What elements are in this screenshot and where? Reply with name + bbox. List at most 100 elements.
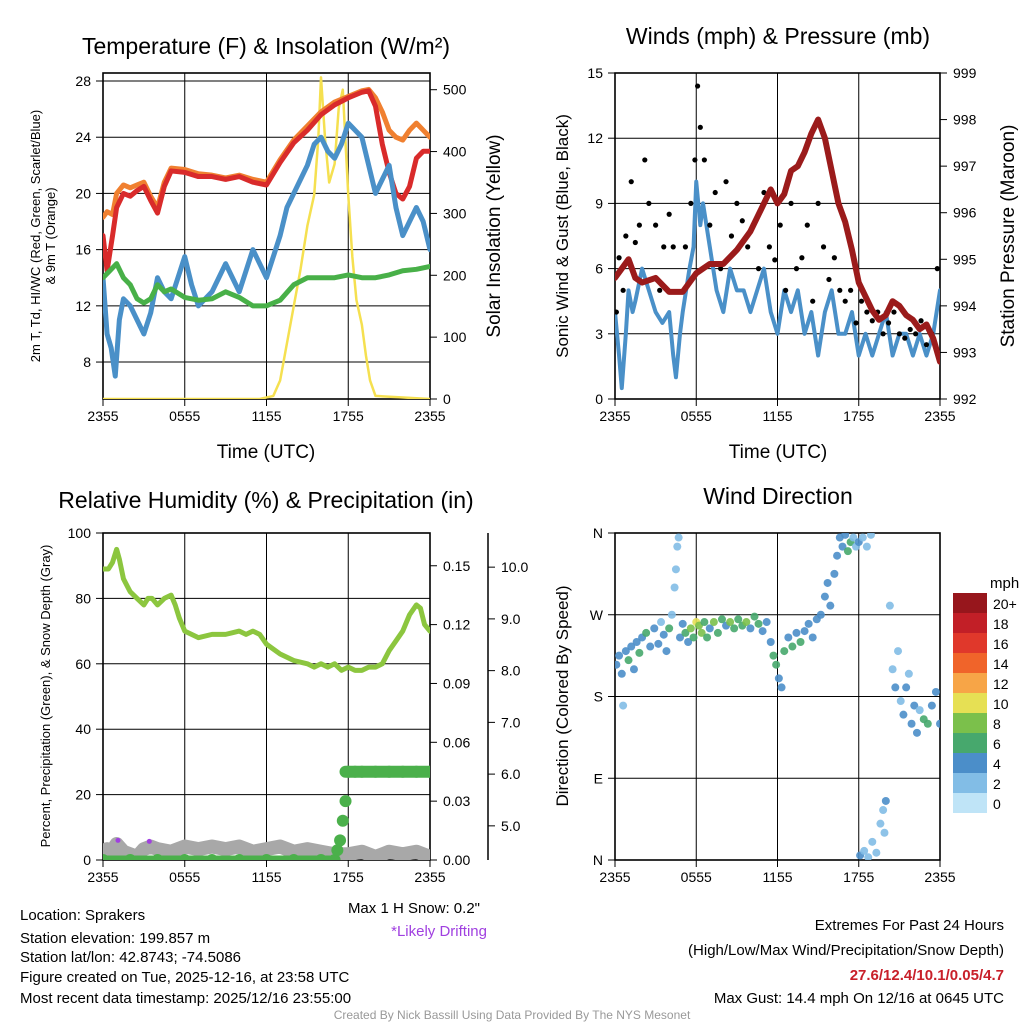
wind-direction-point [904,669,913,678]
wind-direction-point [800,627,809,636]
wind-direction-point [697,628,706,637]
gust-point [804,222,810,228]
wind-direction-point [772,660,781,669]
wind-direction-point [654,639,663,648]
wind-direction-point [915,706,924,715]
wind-direction-point [891,683,900,692]
wind-direction-point [617,669,626,678]
gust-point [697,124,703,130]
gust-point [766,244,772,250]
winddir-xtick-label: 2355 [924,869,955,885]
gust-point [755,266,762,272]
wind-direction-point [860,846,869,855]
wind-direction-point [667,610,676,619]
wind-xtick-label: 1755 [843,408,874,424]
gust-point [682,244,689,250]
winddir-ytick-label: S [594,689,603,705]
wind-direction-point [686,624,695,633]
temp-ytick-label: 28 [75,73,91,89]
wind-direction-point [816,610,825,619]
rh-chart-title: Relative Humidity (%) & Precipitation (i… [58,487,473,513]
wind-direction-point [758,627,767,636]
gust-point [692,157,698,163]
wind-direction-point [879,806,888,815]
wind-direction-point [615,660,621,669]
precip-axis-tick-label: 0.15 [443,558,470,574]
max-gust-text: Max Gust: 14.4 mph On 12/16 at 0645 UTC [714,990,1004,1007]
pressure-axis-tick-label: 999 [953,65,977,81]
gust-point [728,233,735,239]
gust-point [918,318,924,324]
gust-point [923,342,930,348]
temp-y2-axis-tick-label: 100 [443,329,467,345]
rh-ytick-label: 80 [75,590,91,606]
gust-point [632,239,638,246]
wind-direction-point [880,828,889,837]
wind-direction-point [662,647,671,656]
wind-direction-point [843,547,852,556]
gust-point [815,200,821,206]
gust-point [848,287,854,293]
colorbar-swatch [953,793,987,813]
wind-direction-point [868,837,877,846]
wind-direction-point [872,848,881,857]
wind-direction-point [671,565,680,574]
winddir-ylabel: Direction (Colored By Speed) [553,585,572,806]
winddir-xtick-label: 1755 [843,869,874,885]
wind-chart-title: Winds (mph) & Pressure (mb) [626,23,930,49]
wind-direction-point [830,569,839,578]
precip-point [336,814,349,827]
gust-point [695,83,701,89]
wind-xtick-label: 1155 [762,408,792,424]
wind-direction-point [912,728,921,737]
pressure-axis-tick-label: 995 [953,251,977,267]
temp-xtick-label: 1155 [251,408,281,424]
temp-y2-axis-tick-label: 200 [443,267,467,283]
precip-axis-tick-label: 0.03 [443,793,470,809]
temp-9m-line [103,86,430,220]
colorbar-swatch [953,773,987,793]
gust-point [853,320,859,326]
winddir-ytick-label: W [590,607,604,623]
wind-direction-point [650,624,659,633]
wind-ylabel: Sonic Wind & Gust (Blue, Black) [553,114,572,358]
snow-depth-line [103,836,430,860]
wind-direction-point [717,615,726,624]
recent-data-text: Most recent data timestamp: 2025/12/16 2… [20,990,351,1007]
wind-xlabel: Time (UTC) [729,442,828,463]
gust-point [657,287,663,293]
temp-xtick-label: 2355 [87,408,118,424]
wind-direction-point [659,630,668,639]
gust-point [616,255,622,261]
temp-y2-axis-tick-label: 400 [443,144,467,160]
gust-point [620,287,626,293]
colorbar-swatch [953,753,987,773]
wind-direction-point [833,551,842,560]
colorbar-swatch [953,653,987,673]
wind-direction-point [777,683,786,692]
wind-direction-point [894,647,903,656]
drifting-point [146,838,152,844]
gust-point [810,298,816,304]
colorbar-title: mph [990,575,1019,592]
colorbar-swatch [953,693,987,713]
precip-axis-tick-label: 0.06 [443,734,470,750]
wind-direction-point [703,633,712,642]
wind-direction-point [838,542,847,551]
colorbar-swatch [953,713,987,733]
snow-depth-axis-tick-label: 9.0 [501,611,521,627]
rh-xtick-label: 0555 [169,869,200,885]
gust-point [712,189,718,196]
wind-direction-point [866,533,875,539]
rh-xtick-label: 1755 [333,869,364,885]
pressure-axis-tick-label: 994 [953,298,977,314]
winddir-series-group [615,533,940,860]
wind-direction-point [766,638,775,646]
snow-depth-axis: 5.0 6.0 7.0 8.0 9.0 10.0 [487,533,528,860]
temp-xtick-label: 0555 [169,408,200,424]
wind-direction-point [804,619,813,628]
temp-ytick-label: 16 [75,242,91,258]
wind-direction-point [684,638,693,646]
